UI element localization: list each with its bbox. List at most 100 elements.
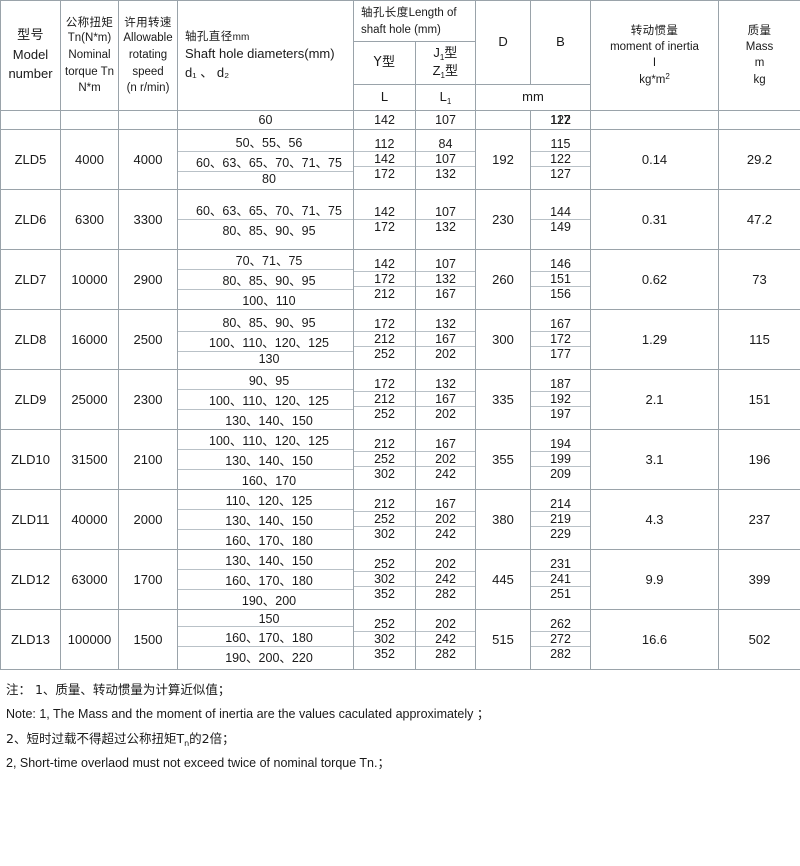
header-shaftlen-en: Length of xyxy=(408,7,457,19)
header-speed-en1: Allowable xyxy=(123,32,173,45)
cell-D: 230 xyxy=(475,188,532,250)
table-row-clipped-partial: 60 142 107 122 117 xyxy=(0,109,800,130)
header-diameter-cn: 轴孔直径 xyxy=(185,28,233,43)
cell-shaft-length-L1: 107 132 xyxy=(414,188,477,250)
cell-shaft-length-L-item: 112 xyxy=(354,137,415,153)
cell-shaft-length-L1-item: 242 xyxy=(416,571,476,588)
cell-shaft-length-L1-item: 202 xyxy=(435,407,456,422)
header-inertia-sym: I xyxy=(652,57,657,70)
cell-shaft-length-L1-item: 107 xyxy=(416,151,476,168)
cell-shaft-length-L-item: 142 xyxy=(354,151,415,168)
cell-shaft-hole-diameter: 80、85、90、95 100、110、120、125 130 xyxy=(177,308,354,370)
cell-shaft-hole-diameter: 70、71、75 80、85、90、95 100、110 xyxy=(177,248,354,310)
table-row: ZLD10 31500 2100 100、110、120、125 130、140、150… xyxy=(0,428,800,490)
table-row: ZLD12 63000 1700 130、140、150 160、170、180 190、… xyxy=(0,548,800,610)
cell-shaft-hole-diameter-item: 80 xyxy=(262,172,276,187)
cell-shaft-length-L1-item: 132 xyxy=(416,377,476,393)
cell-B-item: 251 xyxy=(550,587,571,602)
cell-shaft-length-L1: 132 167 202 xyxy=(414,368,477,430)
header-type-y: Y型 xyxy=(353,41,416,86)
cell-B-item: 282 xyxy=(550,647,571,662)
cell-mass: 151 xyxy=(718,368,800,430)
table-row: ZLD8 16000 2500 80、85、90、95 100、110、120、125 1… xyxy=(0,308,800,370)
header-moment-of-inertia: 转动惯量 moment of inertia I kg*m2 xyxy=(590,0,720,111)
header-type-j-sub: 1 xyxy=(439,53,445,63)
cell-D: 380 xyxy=(475,488,532,550)
clipped-L1: 107 xyxy=(414,109,477,130)
cell-shaft-hole-diameter-item: 130 xyxy=(258,352,280,367)
cell-shaft-hole-diameter-item: 80、85、90、95 xyxy=(178,269,353,290)
cell-B: 231 241 251 xyxy=(530,548,592,610)
cell-B-item: 272 xyxy=(531,631,591,648)
cell-moment-of-inertia: 1.29 xyxy=(590,308,720,370)
cell-moment-of-inertia: 4.3 xyxy=(590,488,720,550)
cell-shaft-length-L-item: 142 xyxy=(354,257,415,273)
header-shaft-hole-diameter: 轴孔直径mm Shaft hole diameters(mm) d₁ 、 d₂ xyxy=(177,0,354,111)
cell-shaft-length-L-item: 212 xyxy=(354,497,415,513)
cell-shaft-length-L1: 107 132 167 xyxy=(414,248,477,310)
cell-B-item: 151 xyxy=(531,271,591,288)
cell-shaft-length-L1: 202 242 282 xyxy=(414,608,477,670)
header-inertia-unit: kg*m xyxy=(639,74,666,87)
header-type-z-base: Z xyxy=(432,63,441,79)
table-row: ZLD5 4000 4000 50、55、56 60、63、65、70、71、75 80 1… xyxy=(0,128,800,190)
header-mass-cn: 质量 xyxy=(747,23,772,38)
cell-shaft-length-L1-item: 107 xyxy=(416,204,476,220)
header-type-j-suffix: 型 xyxy=(444,46,458,62)
clipped-speed-blank xyxy=(118,109,178,130)
cell-B: 187 192 197 xyxy=(530,368,592,430)
header-mass: 质量 Mass m kg xyxy=(718,0,800,111)
cell-moment-of-inertia: 2.1 xyxy=(590,368,720,430)
cell-B-item: 167 xyxy=(531,317,591,333)
cell-shaft-length-L-item: 252 xyxy=(374,407,395,422)
cell-B: 262 272 282 xyxy=(530,608,592,670)
cell-B-item: 146 xyxy=(531,257,591,273)
cell-shaft-hole-diameter-item: 60、63、65、70、71、75 xyxy=(178,199,353,220)
cell-mass: 237 xyxy=(718,488,800,550)
cell-shaft-hole-diameter-item: 160、170、180 xyxy=(178,569,353,590)
cell-shaft-length-L: 172 212 252 xyxy=(353,308,416,370)
header-shaftlen-cn: 轴孔长度 xyxy=(361,5,409,19)
cell-shaft-length-L1-item: 282 xyxy=(435,647,456,662)
cell-shaft-hole-diameter-item: 160、170、180 xyxy=(178,626,353,648)
cell-shaft-length-L-item: 252 xyxy=(354,557,415,573)
cell-nominal-torque: 25000 xyxy=(60,368,119,430)
cell-shaft-length-L1-item: 167 xyxy=(416,497,476,513)
cell-shaft-length-L1-item: 202 xyxy=(416,451,476,468)
table-header-row-3: L L1 mm xyxy=(1,84,800,111)
cell-shaft-hole-diameter-item: 100、110、120、125 xyxy=(178,389,353,410)
header-speed-en2: rotating xyxy=(128,49,168,62)
cell-shaft-hole-diameter-item: 190、200、220 xyxy=(225,651,313,666)
cell-shaft-length-L-item: 252 xyxy=(374,347,395,362)
header-unit-mm-label: mm xyxy=(522,89,544,105)
cell-allowable-speed: 4000 xyxy=(118,128,178,190)
cell-shaft-hole-diameter-item: 50、55、56 xyxy=(178,132,353,153)
cell-shaft-hole-diameter: 130、140、150 160、170、180 190、200 xyxy=(177,548,354,610)
cell-shaft-hole-diameter: 50、55、56 60、63、65、70、71、75 80 xyxy=(177,128,354,190)
cell-shaft-hole-diameter-item: 130、140、150 xyxy=(225,413,313,428)
cell-shaft-length-L-item: 302 xyxy=(354,571,415,588)
cell-B: 146 151 156 xyxy=(530,248,592,310)
header-model-en2: number xyxy=(8,65,53,81)
header-allowable-speed: 许用转速 Allowable rotating speed (n r/min) xyxy=(118,0,178,111)
header-symbol-L1-sub: 1 xyxy=(446,97,452,107)
cell-shaft-length-L1-item: 167 xyxy=(416,391,476,408)
cell-shaft-length-L1-item: 132 xyxy=(435,219,456,234)
cell-model: ZLD8 xyxy=(0,308,61,370)
header-shaft-hole-length: 轴孔长度Length of shaft hole (mm) xyxy=(352,0,477,43)
cell-shaft-hole-diameter: 60、63、65、70、71、75 80、85、90、95 xyxy=(177,188,354,250)
cell-shaft-length-L1-item: 84 xyxy=(416,137,476,153)
cell-shaft-length-L-item: 142 xyxy=(354,204,415,220)
cell-shaft-length-L: 212 252 302 xyxy=(353,428,416,490)
header-diameter-symbols: d₁ 、 d₂ xyxy=(185,65,230,81)
cell-B: 144 149 xyxy=(530,188,592,250)
cell-B-item: 241 xyxy=(531,571,591,588)
cell-nominal-torque: 4000 xyxy=(60,128,119,190)
cell-allowable-speed: 1700 xyxy=(118,548,178,610)
cell-model: ZLD11 xyxy=(0,488,61,550)
cell-D: 192 xyxy=(475,128,532,190)
cell-moment-of-inertia: 0.62 xyxy=(590,248,720,310)
cell-B-item: 229 xyxy=(550,527,571,542)
cell-B-item: 214 xyxy=(531,497,591,513)
table-row: ZLD6 6300 3300 60、63、65、70、71、75 80、85、90、95… xyxy=(0,188,800,250)
